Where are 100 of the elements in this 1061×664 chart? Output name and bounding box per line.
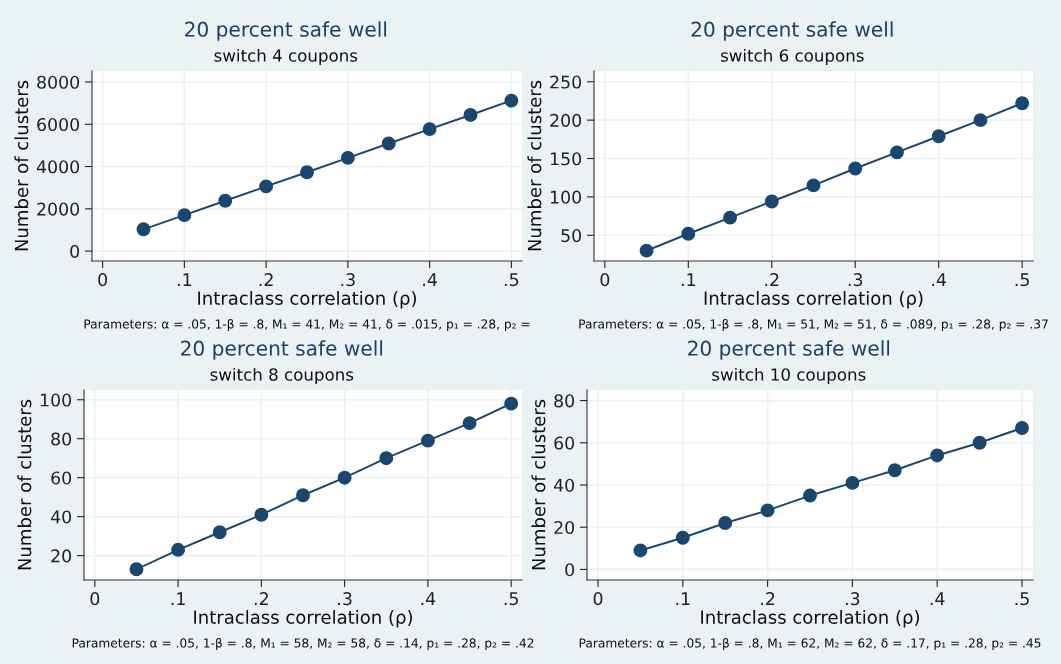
x-tick-label: .4 (423, 273, 437, 286)
point (462, 416, 477, 431)
x-tick-label: .5 (504, 273, 519, 287)
x-tick-label: .1 (681, 273, 695, 286)
y-axis-title: Number of clusters (17, 399, 32, 570)
y-tick-label: 80 (554, 394, 575, 408)
y-axis-title: Number of clusters (527, 80, 542, 251)
x-tick-label: .3 (341, 273, 355, 287)
point (675, 530, 690, 545)
point (764, 194, 779, 209)
point (379, 451, 394, 466)
x-axis-title: Intraclass correlation (ρ) (198, 291, 416, 309)
chart-subtitle: switch 8 coupons (210, 367, 354, 385)
point (848, 161, 863, 176)
point (212, 525, 227, 540)
x-tick-label: .1 (177, 273, 192, 286)
point (887, 463, 902, 478)
x-axis-title: Intraclass correlation (ρ) (704, 291, 923, 309)
x-tick-label: .4 (421, 592, 436, 605)
x-tick-label: .2 (761, 592, 775, 605)
y-axis-title: Number of clusters (14, 80, 29, 251)
x-tick-label: .2 (765, 273, 779, 286)
point (218, 193, 233, 208)
y-tick-label: 60 (554, 436, 575, 450)
point (931, 129, 946, 144)
point (136, 222, 151, 237)
point (422, 122, 437, 137)
point (930, 448, 945, 463)
point (254, 507, 269, 522)
point (129, 562, 144, 577)
x-tick-label: .3 (338, 592, 352, 606)
y-tick-label: 50 (561, 228, 582, 243)
y-tick-label: 0 (70, 244, 80, 258)
y-tick-label: 0 (565, 563, 575, 577)
y-tick-label: 6000 (37, 117, 80, 132)
text: Parameters: α = .05, 1-β = .8, M₁ = 62, M₂ = 62, δ = .17, p₁ = .28, p₂ = .45 (579, 638, 1041, 650)
text: Parameters: α = .05, 1-β = .8, M₁ = 41, M₂ = 41, δ = .015, p₁ = .28, p₂ = (84, 319, 530, 331)
point (806, 178, 821, 193)
point (639, 243, 654, 258)
chart-subtitle: switch 10 coupons (712, 367, 866, 385)
point (420, 433, 435, 448)
point (259, 179, 274, 194)
x-tick-label: .3 (845, 592, 860, 606)
y-tick-label: 200 (550, 113, 582, 127)
y-tick-label: 100 (550, 190, 582, 204)
x-tick-label: .5 (1015, 273, 1029, 287)
y-tick-label: 250 (550, 75, 582, 89)
point (972, 435, 987, 450)
point (504, 93, 519, 108)
point (1015, 421, 1029, 435)
point (296, 488, 310, 503)
x-tick-label: 0 (90, 592, 100, 606)
point (845, 475, 860, 490)
chart-subtitle: switch 6 coupons (721, 48, 864, 66)
point (463, 108, 478, 122)
point (504, 396, 519, 411)
x-tick-label: .4 (930, 592, 945, 605)
x-tick-label: .5 (1015, 592, 1029, 606)
point (890, 145, 904, 160)
point (1015, 96, 1030, 111)
text: Parameters: α = .05, 1-β = .8, M₁ = 51, M₂ = 51, δ = .089, p₁ = .28, p₂ = .37 (579, 319, 1048, 331)
point (381, 136, 396, 151)
point (760, 503, 775, 518)
x-tick-label: 0 (593, 592, 603, 606)
y-tick-label: 40 (50, 510, 72, 524)
point (171, 542, 186, 557)
point (681, 226, 696, 241)
point (718, 516, 733, 530)
y-tick-label: 20 (554, 520, 575, 535)
x-axis-title: Intraclass correlation (ρ) (701, 610, 919, 628)
y-tick-label: 80 (51, 432, 72, 446)
x-tick-label: .2 (259, 273, 273, 286)
y-tick-label: 20 (51, 549, 72, 563)
y-tick-label: 150 (550, 152, 582, 166)
x-tick-label: 0 (98, 273, 107, 287)
chart-title: 20 percent safe well (688, 340, 890, 360)
point (337, 470, 352, 485)
point (633, 543, 648, 558)
x-tick-label: 0 (600, 273, 610, 287)
x-tick-label: .5 (504, 592, 518, 606)
y-tick-label: 2000 (37, 202, 80, 216)
x-tick-label: .2 (254, 592, 268, 605)
x-axis-title: Intraclass correlation (ρ) (194, 610, 412, 628)
y-tick-label: 60 (51, 471, 72, 485)
point (723, 210, 737, 225)
chart-title: 20 percent safe well (185, 21, 387, 41)
y-tick-label: 4000 (36, 160, 80, 174)
chart-title: 20 percent safe well (691, 21, 893, 41)
y-tick-label: 40 (553, 478, 575, 492)
x-tick-label: .3 (848, 273, 863, 287)
chart-title: 20 percent safe well (181, 340, 383, 360)
y-axis-title: Number of clusters (531, 399, 546, 570)
x-tick-label: .1 (171, 592, 185, 605)
y-tick-label: 100 (40, 393, 72, 407)
y-tick-label: 8000 (37, 75, 80, 89)
point (300, 165, 314, 180)
x-tick-label: .4 (932, 273, 946, 286)
text: Parameters: α = .05, 1-β = .8, M₁ = 58, M₂ = 58, δ = .14, p₁ = .28, p₂ = .42 (72, 638, 534, 650)
point (803, 488, 817, 503)
x-tick-label: .1 (676, 592, 690, 605)
